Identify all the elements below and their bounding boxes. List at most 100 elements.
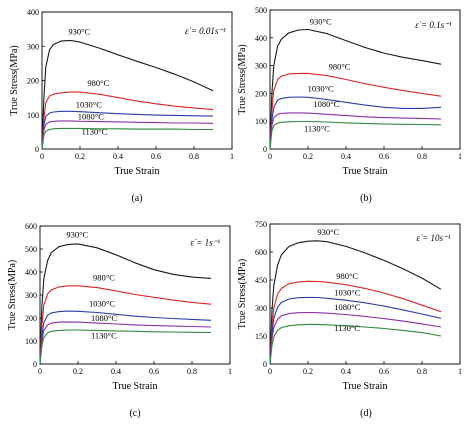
x-tick-label: 0.8 <box>189 152 199 161</box>
series-label: 1130°C <box>91 330 117 340</box>
y-axis-label: True Stress(MPa) <box>9 45 20 115</box>
x-tick-label: 1 <box>228 367 232 376</box>
series-line <box>39 285 212 365</box>
series-label: 1030°C <box>308 83 334 93</box>
series-label: 1130°C <box>334 323 360 333</box>
series-label: 1030°C <box>89 298 115 308</box>
x-tick-label: 0.6 <box>151 152 161 161</box>
series-line <box>269 112 442 150</box>
series-line <box>41 127 213 150</box>
series-line <box>39 321 212 365</box>
series-line <box>41 110 214 150</box>
series-line <box>269 72 442 150</box>
x-tick-label: 1 <box>230 152 234 161</box>
series-line <box>269 28 442 150</box>
x-axis-label: True Strain <box>343 166 388 177</box>
x-tick-label: 1 <box>458 367 462 376</box>
y-tick-label: 0 <box>33 360 37 369</box>
x-tick-label: 0.6 <box>379 367 389 376</box>
y-tick-label: 0 <box>263 145 267 154</box>
strain-rate-label: ε̇ = 1s⁻¹ <box>191 237 221 247</box>
series-line <box>39 329 212 365</box>
x-tick-label: 0 <box>268 367 272 376</box>
x-tick-label: 0.8 <box>187 367 197 376</box>
y-tick-label: 500 <box>25 245 37 254</box>
series-line <box>269 240 442 365</box>
series-line <box>269 323 442 365</box>
x-tick-label: 0.4 <box>111 367 121 376</box>
x-tick-label: 0.4 <box>341 152 351 161</box>
y-tick-label: 300 <box>25 291 37 300</box>
series-label: 930°C <box>310 16 332 26</box>
y-tick-label: 600 <box>255 248 267 257</box>
panel-caption: (d) <box>360 408 372 419</box>
y-tick-label: 150 <box>255 332 267 341</box>
y-axis-label: True Stress(MPa) <box>237 259 248 329</box>
x-tick-label: 0.4 <box>113 152 123 161</box>
series-label: 1080°C <box>313 99 339 109</box>
series-label: 980°C <box>336 271 358 281</box>
y-tick-label: 200 <box>27 77 39 86</box>
x-tick-label: 0.8 <box>417 367 427 376</box>
x-tick-label: 0.6 <box>379 152 389 161</box>
series-label: 980°C <box>93 273 115 283</box>
y-axis-label: True Stress(MPa) <box>237 44 248 114</box>
y-tick-label: 300 <box>255 304 267 313</box>
x-tick-label: 0.8 <box>417 152 427 161</box>
panel-caption: (c) <box>129 408 140 419</box>
y-tick-label: 750 <box>255 220 267 229</box>
y-tick-label: 100 <box>27 111 39 120</box>
y-tick-label: 450 <box>255 276 267 285</box>
x-axis-label: True Strain <box>115 166 160 177</box>
x-tick-label: 0.4 <box>341 367 351 376</box>
y-tick-label: 300 <box>27 42 39 51</box>
series-line <box>269 280 442 365</box>
series-line <box>269 120 442 150</box>
x-tick-label: 0 <box>38 367 42 376</box>
x-tick-label: 1 <box>458 152 462 161</box>
series-line <box>269 96 442 150</box>
series-label: 1130°C <box>304 123 330 133</box>
y-tick-label: 500 <box>255 6 267 15</box>
x-tick-label: 0 <box>268 152 272 161</box>
y-tick-label: 100 <box>255 117 267 126</box>
series-line <box>41 120 214 150</box>
x-tick-label: 0.2 <box>303 152 313 161</box>
series-line <box>41 91 214 150</box>
series-line <box>269 296 442 365</box>
x-tick-label: 0.6 <box>149 367 159 376</box>
strain-rate-label: ε̇ = 0.1s⁻¹ <box>415 20 452 30</box>
y-tick-label: 0 <box>263 360 267 369</box>
series-label: 980°C <box>329 62 351 72</box>
y-tick-label: 400 <box>25 268 37 277</box>
y-tick-label: 300 <box>255 62 267 71</box>
x-axis-label: True Strain <box>343 381 388 392</box>
x-tick-label: 0.2 <box>303 367 313 376</box>
y-tick-label: 200 <box>255 89 267 98</box>
series-label: 930°C <box>66 229 88 239</box>
y-tick-label: 200 <box>25 314 37 323</box>
series-line <box>39 243 212 365</box>
x-axis-label: True Strain <box>113 381 158 392</box>
series-line <box>39 310 212 365</box>
y-tick-label: 400 <box>255 34 267 43</box>
y-tick-label: 0 <box>35 145 39 154</box>
y-tick-label: 400 <box>27 8 39 17</box>
series-label: 930°C <box>68 26 90 36</box>
y-tick-label: 600 <box>25 222 37 231</box>
strain-rate-label: ε̇ = 0.01s⁻¹ <box>185 26 226 36</box>
series-label: 1080°C <box>91 313 117 323</box>
series-label: 980°C <box>87 78 109 88</box>
series-label: 1030°C <box>334 287 360 297</box>
series-label: 1030°C <box>76 100 102 110</box>
series-label: 1130°C <box>82 126 108 136</box>
plot-frame <box>269 9 461 150</box>
series-label: 1080°C <box>78 111 104 121</box>
x-tick-label: 0.2 <box>75 152 85 161</box>
plot-frame <box>269 223 461 365</box>
strain-rate-label: ε̇ = 10s⁻¹ <box>416 233 450 243</box>
series-label: 930°C <box>317 227 339 237</box>
series-label: 1080°C <box>334 302 360 312</box>
x-tick-label: 0.2 <box>73 367 83 376</box>
